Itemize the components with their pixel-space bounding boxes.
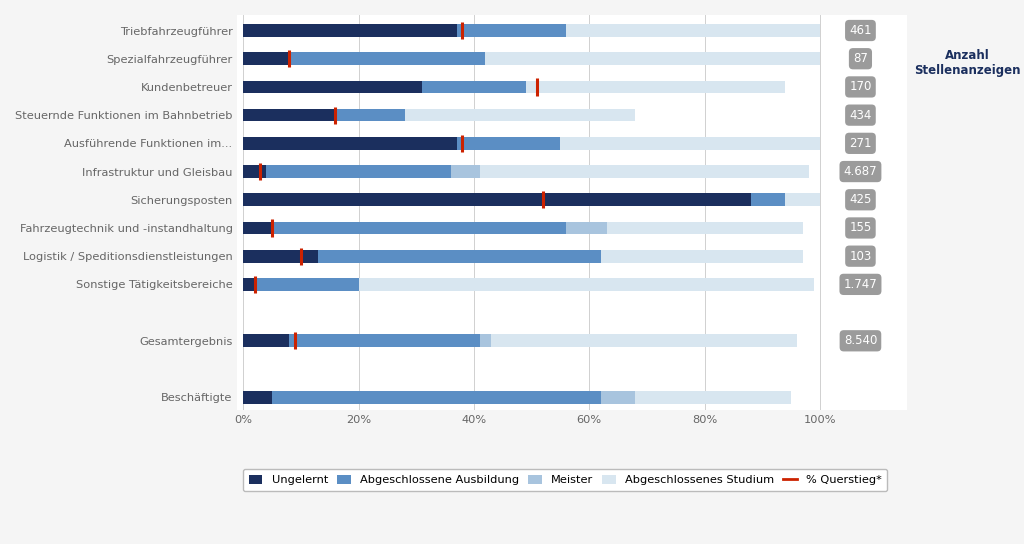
Bar [243,109,336,121]
Text: 155: 155 [849,221,871,234]
Text: 434: 434 [849,109,871,122]
Bar [243,81,422,93]
Bar [290,52,485,65]
Bar [243,52,290,65]
Bar [243,194,751,206]
Bar [243,391,272,404]
Legend: Ungelernt, Abgeschlossene Ausbildung, Meister, Abgeschlossenes Studium, % Querst: Ungelernt, Abgeschlossene Ausbildung, Me… [243,469,888,491]
Bar [457,137,560,150]
Text: 103: 103 [849,250,871,263]
Bar [243,165,266,178]
Bar [266,165,451,178]
Bar [422,81,526,93]
Bar [290,335,479,347]
Text: 8.540: 8.540 [844,335,878,347]
Bar [566,221,606,234]
Text: 461: 461 [849,24,871,37]
Text: 1.747: 1.747 [844,278,878,291]
Bar [272,391,601,404]
Bar [606,221,803,234]
Bar [451,165,479,178]
Bar [243,221,272,234]
Bar [336,109,404,121]
Bar [526,81,785,93]
Bar [479,165,809,178]
Bar [243,250,318,263]
Bar [492,335,797,347]
Bar [601,250,803,263]
Text: 170: 170 [849,81,871,94]
Bar [318,250,601,263]
Bar [485,52,820,65]
Bar [243,335,290,347]
Bar [404,109,636,121]
Bar [358,278,814,290]
Bar [243,137,457,150]
Bar [255,278,358,290]
Text: 4.687: 4.687 [844,165,878,178]
Bar [566,24,820,37]
Text: 87: 87 [853,52,868,65]
Bar [751,194,785,206]
Text: 425: 425 [849,193,871,206]
Bar [243,278,255,290]
Bar [272,221,566,234]
Text: Anzahl
Stellenanzeigen: Anzahl Stellenanzeigen [914,49,1021,77]
Bar [785,194,820,206]
Bar [560,137,820,150]
Bar [457,24,566,37]
Text: 271: 271 [849,137,871,150]
Bar [636,391,792,404]
Bar [479,335,492,347]
Bar [601,391,636,404]
Bar [243,24,457,37]
